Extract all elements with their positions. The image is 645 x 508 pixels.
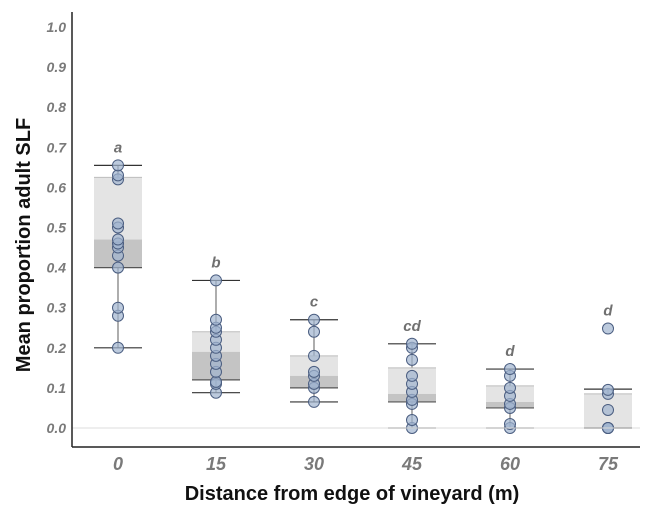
box-group-0: a — [94, 139, 142, 354]
significance-letter: d — [505, 343, 515, 360]
data-point — [210, 375, 222, 388]
data-point — [504, 417, 516, 430]
box-group-75: d — [584, 303, 632, 434]
data-point — [308, 325, 320, 338]
data-point — [112, 301, 124, 314]
data-point — [210, 274, 222, 287]
x-tick-label: 75 — [598, 454, 619, 474]
y-tick-label: 0.3 — [47, 300, 67, 316]
data-point — [504, 363, 516, 376]
x-axis-title: Distance from edge of vineyard (m) — [185, 483, 520, 505]
data-point — [308, 365, 320, 378]
boxes-layer: a b c cd d d — [94, 139, 632, 434]
x-tick-label: 60 — [500, 454, 520, 474]
y-tick-labels: 0.0 0.1 0.2 0.3 0.4 0.5 0.6 0.7 0.8 0.9 1.0 — [47, 19, 68, 436]
y-tick-label: 0.9 — [47, 59, 67, 75]
box-group-15: b — [192, 254, 240, 399]
y-tick-label: 0.7 — [47, 139, 68, 155]
significance-letter: c — [310, 294, 319, 311]
data-point — [602, 383, 614, 396]
y-tick-label: 0.8 — [47, 99, 67, 115]
data-point — [308, 313, 320, 326]
x-tick-label: 45 — [401, 454, 423, 474]
data-point — [112, 261, 124, 274]
data-point — [406, 413, 418, 426]
data-point — [406, 337, 418, 350]
x-tick-label: 0 — [113, 454, 123, 474]
box-group-30: c — [290, 294, 338, 408]
data-point — [504, 381, 516, 394]
data-point — [308, 395, 320, 408]
y-tick-label: 0.5 — [47, 220, 67, 236]
significance-letter: a — [114, 139, 122, 156]
data-point — [112, 341, 124, 354]
y-tick-label: 0.4 — [47, 260, 67, 276]
data-point — [602, 403, 614, 416]
data-point — [406, 369, 418, 382]
box-group-60: d — [486, 343, 534, 434]
data-point — [210, 313, 222, 326]
data-point — [112, 217, 124, 230]
y-tick-label: 1.0 — [47, 19, 67, 35]
significance-letter: cd — [403, 318, 421, 335]
y-tick-label: 0.6 — [47, 179, 67, 195]
x-tick-labels: 0 15 30 45 60 75 — [113, 454, 619, 474]
x-tick-label: 15 — [206, 454, 227, 474]
box-upper-half — [290, 355, 338, 376]
box-group-45: cd — [388, 318, 436, 434]
data-point — [308, 349, 320, 362]
y-axis-title: Mean proportion adult SLF — [13, 118, 35, 372]
y-tick-label: 0.2 — [47, 340, 67, 356]
y-tick-label: 0.1 — [47, 380, 67, 396]
x-tick-label: 30 — [304, 454, 324, 474]
significance-letter: b — [211, 254, 220, 271]
significance-letter: d — [603, 303, 613, 320]
y-tick-label: 0.0 — [47, 420, 67, 436]
data-point — [406, 353, 418, 366]
data-point — [112, 159, 124, 172]
data-point — [602, 322, 614, 335]
data-point — [112, 233, 124, 246]
data-point — [112, 169, 124, 182]
